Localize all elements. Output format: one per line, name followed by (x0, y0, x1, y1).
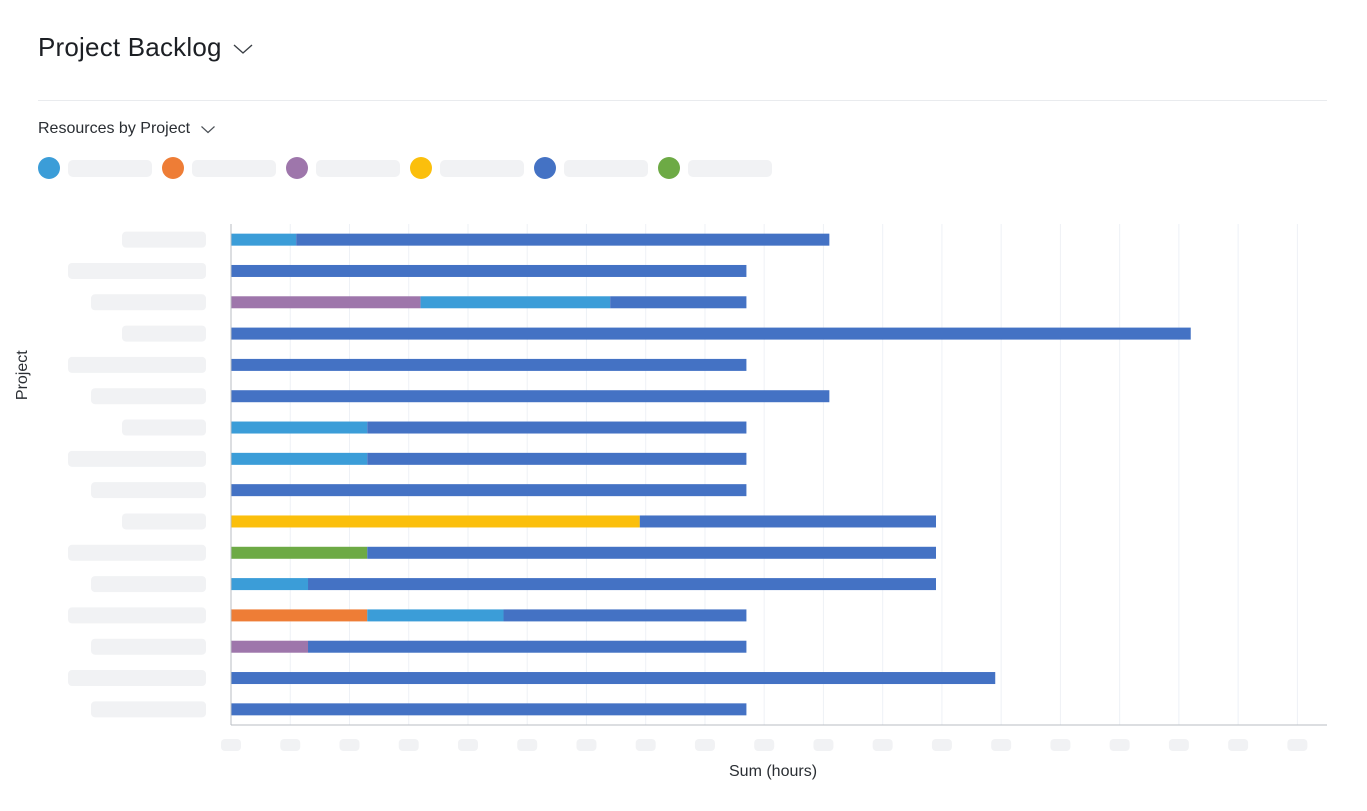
page-title: Project Backlog (38, 32, 222, 62)
bar-segment (231, 515, 640, 528)
x-tick-label (1228, 739, 1249, 751)
bar-segment (231, 327, 1191, 340)
y-tick-label (91, 482, 206, 499)
x-tick-label (694, 739, 715, 751)
y-tick-label (122, 419, 206, 436)
bar-segment (231, 672, 996, 685)
y-tick-label (68, 450, 206, 467)
bar-segment (231, 233, 297, 246)
y-tick-label (68, 607, 206, 624)
bar-segment (231, 484, 747, 497)
x-tick-label (457, 739, 478, 751)
legend-label (564, 159, 648, 177)
chevron-down-icon (201, 126, 215, 134)
x-tick-label (1287, 739, 1308, 751)
bar-segment (367, 609, 504, 622)
x-tick-label (872, 739, 893, 751)
bar-segment (231, 358, 747, 371)
legend-item[interactable] (534, 157, 648, 179)
bar-segment (231, 421, 368, 434)
bar-segment (367, 421, 747, 434)
x-tick-label (931, 739, 952, 751)
x-tick-label (1168, 739, 1189, 751)
legend-item[interactable] (38, 157, 152, 179)
header-divider (38, 100, 1327, 101)
y-tick-label (68, 670, 206, 687)
legend-swatch (658, 157, 680, 179)
x-tick-label (635, 739, 656, 751)
y-tick-label (91, 294, 206, 311)
legend-swatch (162, 157, 184, 179)
bar-segment (231, 609, 368, 622)
bar-segment (231, 703, 747, 716)
x-tick-label (576, 739, 597, 751)
x-tick-label (398, 739, 419, 751)
bar-segment (308, 578, 936, 591)
bar-segment (231, 640, 309, 653)
legend-label (192, 159, 276, 177)
x-tick-label (339, 739, 360, 751)
legend-swatch (286, 157, 308, 179)
x-tick-label (280, 739, 301, 751)
x-tick-label (1050, 739, 1071, 751)
y-tick-label (68, 544, 206, 561)
bar-segment (639, 515, 936, 528)
y-tick-label (91, 638, 206, 655)
legend-label (316, 159, 400, 177)
y-tick-label (91, 701, 206, 718)
bar-segment (231, 546, 368, 559)
legend-swatch (410, 157, 432, 179)
bar-segment (308, 640, 747, 653)
chart-legend (38, 157, 782, 179)
bar-segment (231, 390, 830, 403)
legend-item[interactable] (286, 157, 400, 179)
chevron-down-icon (233, 43, 253, 54)
bar-segment (367, 546, 936, 559)
y-tick-label (91, 388, 206, 405)
x-tick-label (517, 739, 538, 751)
y-tick-label (122, 231, 206, 248)
report-selector-label: Resources by Project (38, 120, 191, 137)
bar-segment (367, 452, 747, 465)
y-tick-label (91, 576, 206, 593)
bar-segment (231, 578, 309, 591)
bar-segment (610, 296, 747, 309)
legend-item[interactable] (162, 157, 276, 179)
page-title-dropdown[interactable]: Project Backlog (38, 32, 254, 63)
legend-item[interactable] (410, 157, 524, 179)
bar-segment (503, 609, 747, 622)
legend-swatch (38, 157, 60, 179)
bar-segment (231, 264, 747, 277)
y-tick-label (68, 262, 206, 279)
x-tick-label (1109, 739, 1130, 751)
x-axis-title: Sum (hours) (729, 763, 818, 780)
bar-segment (231, 296, 421, 309)
x-tick-label (221, 739, 241, 751)
legend-item[interactable] (658, 157, 772, 179)
legend-label (688, 159, 772, 177)
x-tick-label (754, 739, 775, 751)
report-selector[interactable]: Resources by Project (38, 120, 216, 138)
bar-segment (420, 296, 611, 309)
legend-label (440, 159, 524, 177)
bar-segment (296, 233, 830, 246)
x-tick-label (991, 739, 1012, 751)
y-tick-label (122, 513, 206, 530)
y-tick-label (122, 325, 206, 342)
x-tick-label (813, 739, 834, 751)
bar-segment (231, 452, 368, 465)
legend-label (68, 159, 152, 177)
y-tick-label (68, 356, 206, 373)
legend-swatch (534, 157, 556, 179)
